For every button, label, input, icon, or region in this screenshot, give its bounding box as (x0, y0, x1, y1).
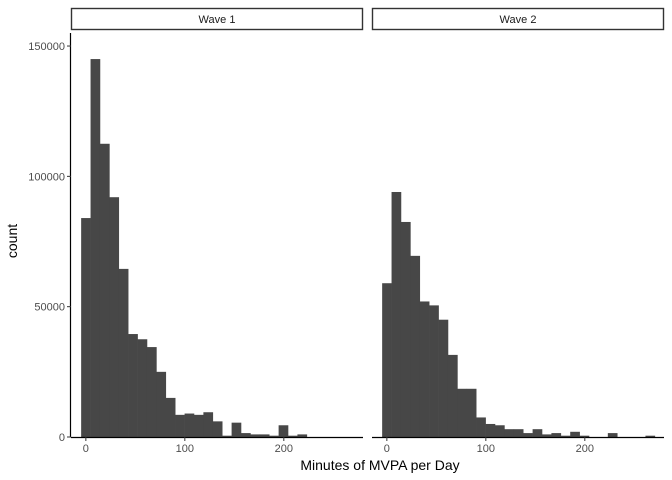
histogram-bar (607, 433, 618, 437)
x-tick-label: 200 (275, 443, 293, 455)
x-tick-label: 100 (477, 443, 495, 455)
histogram-bar (476, 417, 486, 437)
x-tick-label: 0 (83, 443, 89, 455)
histogram-bar (109, 197, 120, 437)
x-tick-label: 100 (176, 443, 194, 455)
facet-panel: Wave 1 0 100 200 (70, 7, 364, 455)
histogram-bar (99, 143, 110, 437)
facet-strip (371, 7, 665, 31)
histogram-bar (523, 433, 533, 437)
x-tick-label: 0 (384, 443, 390, 455)
histogram-bar (513, 429, 524, 437)
histogram-bar (184, 413, 195, 437)
histogram-bar (250, 434, 261, 437)
histogram-bar (175, 414, 185, 437)
histogram-bar (137, 339, 148, 437)
histogram-bar (259, 434, 270, 437)
histogram-bar (570, 431, 580, 437)
histogram-bar (203, 412, 214, 437)
histogram-bar (288, 435, 298, 437)
facet-panel: Wave 2 0 100 200 (371, 7, 665, 455)
histogram-bar (165, 397, 176, 437)
histogram-bar (193, 414, 204, 437)
histogram-bar (645, 435, 656, 437)
histogram-bar (222, 435, 232, 437)
histogram-bar (241, 433, 251, 437)
y-axis-title: count (4, 224, 20, 258)
histogram-bar (532, 429, 543, 437)
histogram-bar (391, 191, 402, 437)
histogram-bar (146, 347, 157, 437)
histogram-bar (485, 423, 496, 437)
histogram-bar (542, 434, 552, 437)
histogram-bar (494, 425, 505, 437)
histogram-bar (90, 59, 101, 438)
facet-strip (70, 7, 364, 31)
histogram-bar (447, 354, 458, 437)
histogram-bar (118, 268, 129, 437)
histogram-bar (128, 334, 138, 437)
histogram-bar (551, 433, 562, 437)
histogram-bar (438, 319, 449, 437)
histogram-bar (457, 388, 468, 437)
histogram-bar (429, 305, 439, 437)
panels-layer: Wave 1 0 100 200 Wave 2 0 100 200 (70, 7, 665, 455)
histogram-bar (231, 422, 242, 437)
histogram-bar (504, 429, 515, 437)
histogram-bar (81, 218, 91, 437)
histogram-bar (156, 371, 167, 437)
x-tick-label: 200 (576, 443, 594, 455)
y-axis: 0 50000 100000 150000 (28, 33, 72, 444)
histogram-bar (278, 425, 289, 437)
histogram-bar (269, 435, 279, 437)
histogram-bar (466, 388, 477, 437)
histogram-bar (382, 283, 392, 437)
y-tick-label: 150000 (28, 41, 65, 53)
y-tick-label: 50000 (34, 302, 65, 314)
y-tick-label: 100000 (28, 171, 65, 183)
x-axis-title: Minutes of MVPA per Day (300, 457, 459, 473)
histogram-bar (212, 421, 223, 437)
histogram-bar (297, 434, 308, 437)
histogram-bar (410, 255, 421, 437)
histogram-bar (579, 435, 590, 437)
facet-strip-label: Wave 1 (199, 14, 236, 26)
facet-strip-label: Wave 2 (500, 14, 537, 26)
histogram-bar (400, 221, 411, 437)
histogram-bar (419, 301, 430, 437)
histogram-bar (560, 435, 571, 437)
y-tick-label: 0 (59, 432, 65, 444)
